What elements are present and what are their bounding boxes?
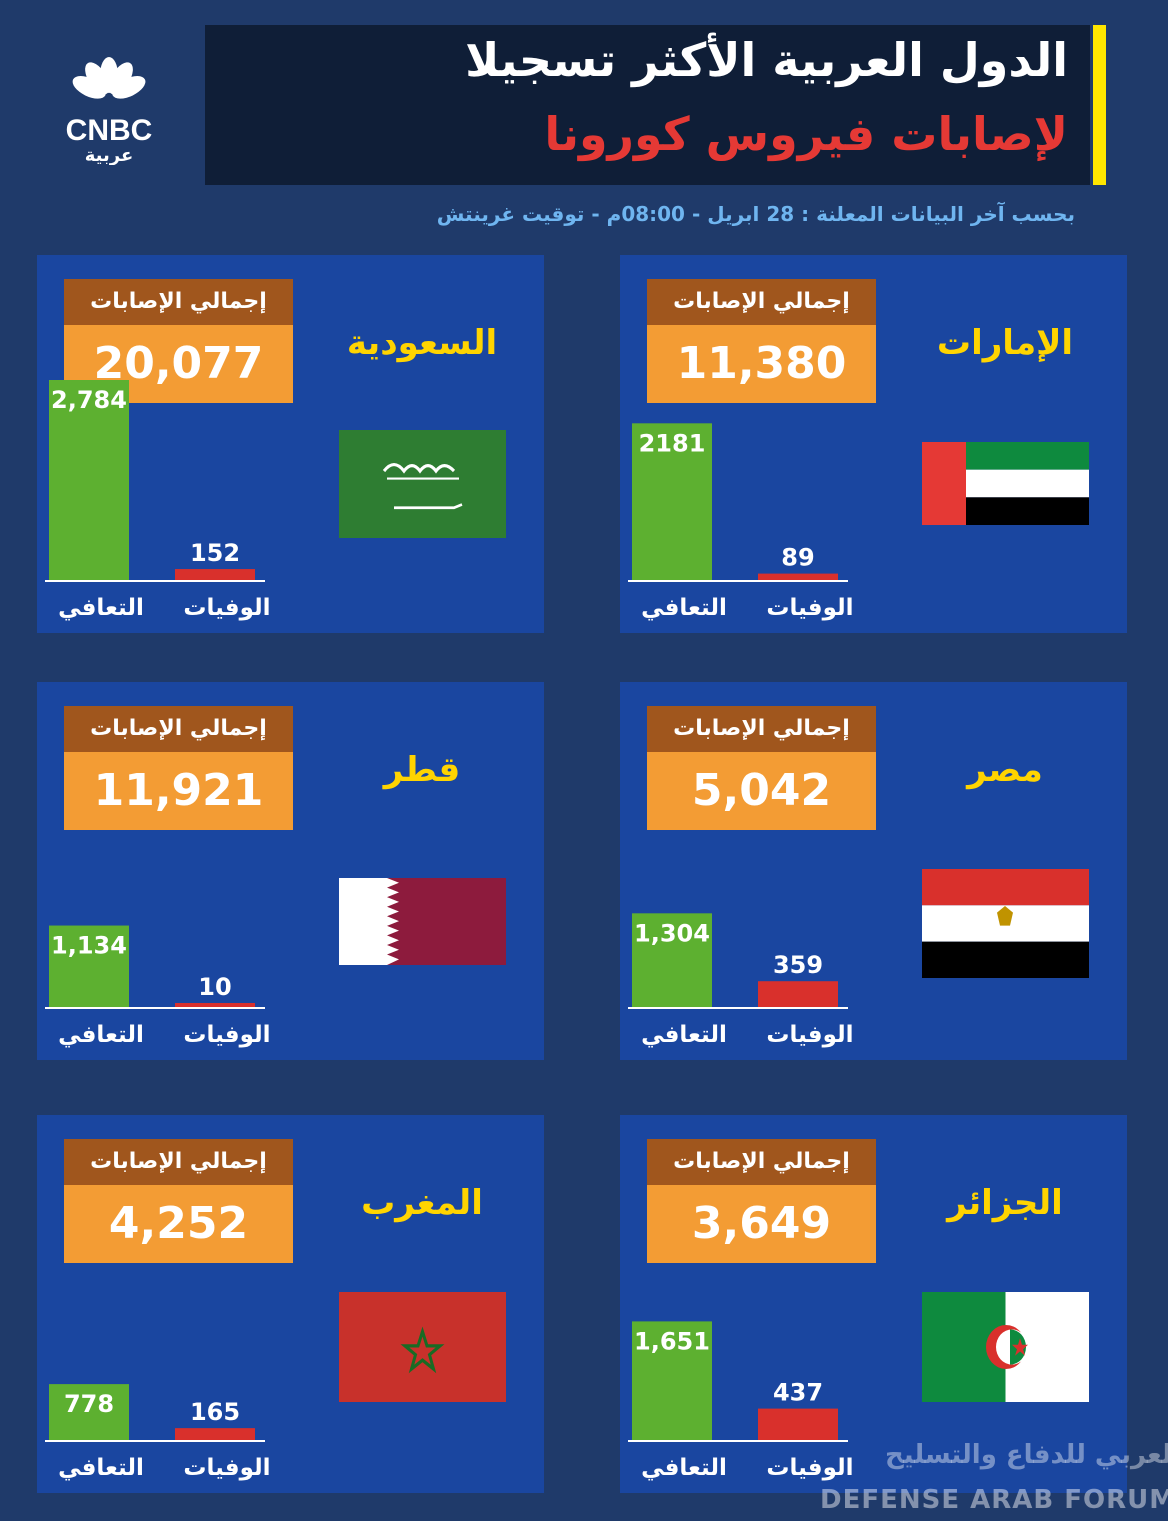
- saudi-flag-icon: [339, 430, 506, 538]
- deaths-axis-label: الوفيات: [183, 1022, 271, 1048]
- recovered-bar: [49, 1384, 129, 1440]
- deaths-bar-value-label: 152: [190, 539, 240, 567]
- recovered-bar-value-label: 1,304: [634, 919, 710, 947]
- recovered-axis-label: التعافي: [58, 595, 144, 621]
- deaths-bar: [175, 1428, 255, 1440]
- title-line-2: لإصابات فيروس كورونا: [544, 107, 1068, 161]
- total-cases-value: 11,380: [647, 325, 876, 403]
- country-name: المغرب: [361, 1183, 483, 1223]
- algeria-flag-icon: [922, 1292, 1089, 1402]
- country-name: الجزائر: [947, 1183, 1063, 1223]
- recovered-bar: [49, 380, 129, 580]
- bar-chart: 2,784 152: [45, 380, 265, 582]
- bar-chart: 1,651 437: [628, 1321, 848, 1442]
- deaths-bar: [758, 1408, 838, 1440]
- country-name: قطر: [383, 750, 461, 790]
- deaths-bar: [175, 569, 255, 580]
- total-cases-label: إجمالي الإصابات: [64, 706, 293, 752]
- watermark-arabic: المنتدى العربي للدفاع والتسليح: [885, 1440, 1168, 1470]
- recovered-bar-value-label: 1,134: [51, 932, 127, 960]
- bar-chart: 1,304 359: [628, 913, 848, 1009]
- deaths-bar-value-label: 437: [773, 1379, 823, 1407]
- total-cases-label: إجمالي الإصابات: [647, 1139, 876, 1185]
- title-box: الدول العربية الأكثر تسجيلا لإصابات فيرو…: [205, 25, 1090, 185]
- qatar-flag-icon: [339, 878, 506, 965]
- deaths-bar-value-label: 359: [773, 951, 823, 979]
- deaths-axis-label: الوفيات: [183, 595, 271, 621]
- deaths-axis-label: الوفيات: [766, 1022, 854, 1048]
- country-panel: إجمالي الإصابات 3,649 الجزائر التعافي ال…: [620, 1115, 1127, 1493]
- recovered-axis-label: التعافي: [641, 595, 727, 621]
- egypt-flag-icon: [922, 869, 1089, 978]
- recovered-bar-value-label: 2181: [639, 429, 706, 457]
- uae-flag-icon: [922, 442, 1089, 525]
- country-panel: إجمالي الإصابات 4,252 المغرب التعافي الو…: [37, 1115, 544, 1493]
- country-name: السعودية: [346, 323, 498, 363]
- recovered-axis-label: التعافي: [58, 1022, 144, 1048]
- recovered-bar: [49, 925, 129, 1007]
- recovered-bar: [632, 913, 712, 1007]
- morocco-flag-icon: [339, 1292, 506, 1402]
- total-cases-value: 11,921: [64, 752, 293, 830]
- recovered-bar: [632, 423, 712, 580]
- deaths-bar: [758, 981, 838, 1007]
- title-line-1: الدول العربية الأكثر تسجيلا: [465, 33, 1068, 87]
- total-cases-label: إجمالي الإصابات: [647, 279, 876, 325]
- deaths-axis-label: الوفيات: [766, 595, 854, 621]
- total-cases-value: 4,252: [64, 1185, 293, 1263]
- recovered-bar-value-label: 1,651: [634, 1327, 710, 1355]
- deaths-bar: [175, 1003, 255, 1007]
- country-name: مصر: [967, 750, 1043, 790]
- deaths-bar: [758, 573, 838, 580]
- deaths-bar-value-label: 10: [198, 973, 231, 1001]
- total-cases-value: 3,649: [647, 1185, 876, 1263]
- deaths-bar-value-label: 165: [190, 1398, 240, 1426]
- total-cases-value: 5,042: [647, 752, 876, 830]
- bar-chart: 778 165: [45, 1384, 265, 1442]
- recovered-axis-label: التعافي: [641, 1455, 727, 1481]
- country-panel: إجمالي الإصابات 11,380 الإمارات التعافي …: [620, 255, 1127, 633]
- country-panel: إجمالي الإصابات 20,077 السعودية التعافي …: [37, 255, 544, 633]
- logo-text: CNBC: [66, 114, 153, 147]
- country-name: الإمارات: [936, 323, 1074, 363]
- bar-chart: 1,134 10: [45, 925, 265, 1009]
- recovered-bar: [632, 1321, 712, 1440]
- bar-chart: 2181 89: [628, 423, 848, 582]
- total-cases-label: إجمالي الإصابات: [64, 1139, 293, 1185]
- recovered-bar-value-label: 2,784: [51, 386, 127, 414]
- total-cases-label: إجمالي الإصابات: [647, 706, 876, 752]
- recovered-axis-label: التعافي: [641, 1022, 727, 1048]
- subtitle: بحسب آخر البيانات المعلنة : 28 ابريل - 0…: [436, 202, 1075, 226]
- country-panel: إجمالي الإصابات 11,921 قطر التعافي الوفي…: [37, 682, 544, 1060]
- deaths-axis-label: الوفيات: [183, 1455, 271, 1481]
- total-cases-label: إجمالي الإصابات: [64, 279, 293, 325]
- title-accent-bar: [1093, 25, 1106, 185]
- recovered-axis-label: التعافي: [58, 1455, 144, 1481]
- logo-subtext: عربية: [85, 145, 134, 165]
- watermark-english: DEFENSE ARAB FORUM: [820, 1485, 1168, 1515]
- deaths-axis-label: الوفيات: [766, 1455, 854, 1481]
- country-panel: إجمالي الإصابات 5,042 مصر التعافي الوفيا…: [620, 682, 1127, 1060]
- deaths-bar-value-label: 89: [781, 544, 814, 572]
- recovered-bar-value-label: 778: [64, 1390, 114, 1418]
- cnbc-logo: CNBC عربية: [44, 55, 174, 166]
